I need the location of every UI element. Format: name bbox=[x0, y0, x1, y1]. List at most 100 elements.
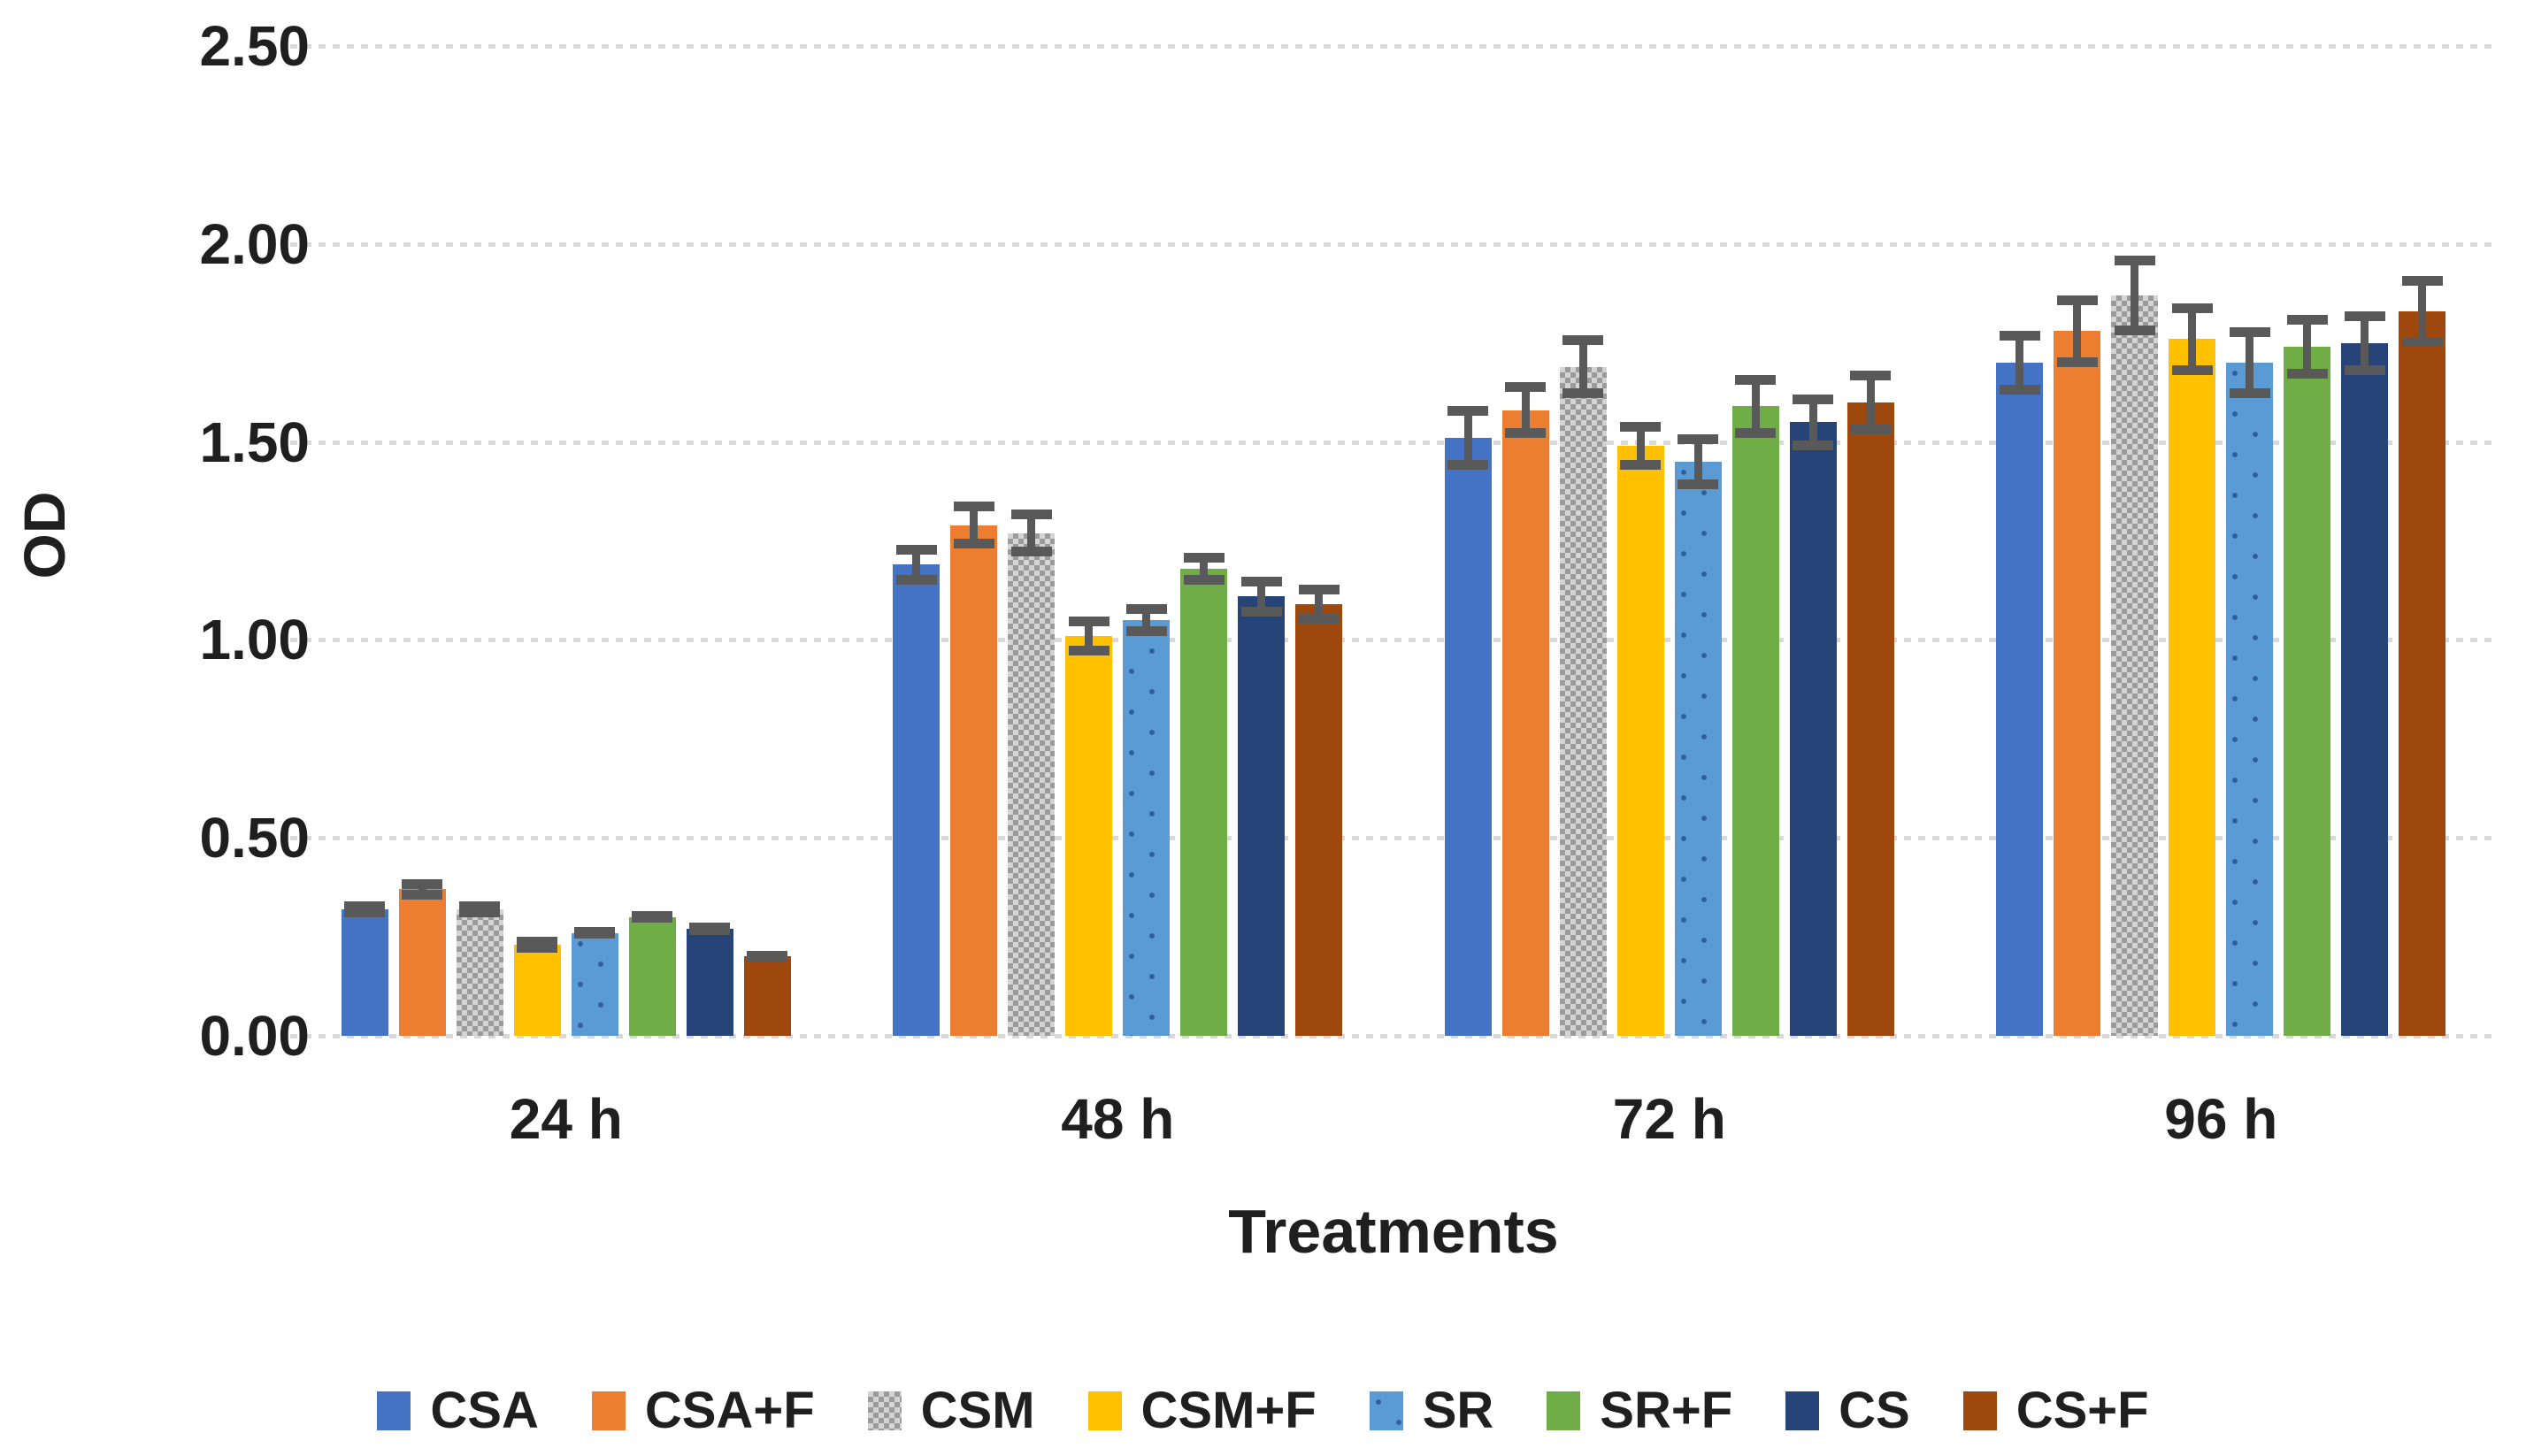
error-bar-CSM+F-96h bbox=[2171, 303, 2213, 375]
error-bar-CSA+F-96h bbox=[2056, 295, 2098, 367]
bar-CSA-24h bbox=[341, 908, 388, 1036]
error-bar-CSM+F-24h bbox=[517, 937, 558, 953]
gridline bbox=[290, 836, 2497, 841]
error-bar-CSA-48h bbox=[895, 544, 937, 585]
error-bar-CSM-48h bbox=[1010, 509, 1052, 557]
gridline bbox=[290, 1034, 2497, 1038]
error-bar-CS-96h bbox=[2344, 310, 2385, 375]
error-bar-CSA-24h bbox=[344, 900, 386, 917]
error-bar-CSA+F-24h bbox=[402, 879, 443, 900]
bar-CSM-72h bbox=[1559, 366, 1607, 1036]
error-bar-CSM+F-72h bbox=[1620, 422, 1662, 470]
bar-CSM+F-48h bbox=[1065, 635, 1113, 1036]
error-bar-SR+F-48h bbox=[1183, 552, 1225, 585]
error-bar-CSA+F-48h bbox=[953, 501, 994, 549]
x-category-label: 24 h bbox=[509, 1087, 623, 1151]
bar-CS-72h bbox=[1789, 422, 1837, 1036]
bar-CSM+F-96h bbox=[2169, 339, 2216, 1036]
bar-CSA-72h bbox=[1444, 438, 1492, 1036]
y-tick-label: 1.00 bbox=[199, 608, 310, 672]
y-axis-title: OD bbox=[12, 491, 77, 579]
error-bar-CSM-96h bbox=[2114, 256, 2155, 335]
bar-CS+F-72h bbox=[1847, 402, 1894, 1036]
x-category-label: 72 h bbox=[1612, 1087, 1726, 1151]
legend-swatch-SR bbox=[1369, 1391, 1403, 1430]
bar-CSM-96h bbox=[2111, 295, 2159, 1036]
bar-CSM-24h bbox=[456, 908, 503, 1036]
legend-label-SR: SR bbox=[1422, 1382, 1494, 1439]
error-bar-SR+F-72h bbox=[1735, 374, 1777, 439]
legend-item-CS: CS bbox=[1785, 1385, 1910, 1437]
error-bar-SR-72h bbox=[1678, 433, 1719, 490]
error-bar-CS+F-72h bbox=[1850, 371, 1892, 434]
legend-swatch-CS+F bbox=[1962, 1391, 1997, 1430]
legend-swatch-CSA+F bbox=[591, 1391, 626, 1430]
bar-CS+F-96h bbox=[2399, 310, 2446, 1036]
y-tick-label: 0.00 bbox=[199, 1004, 310, 1068]
gridline bbox=[290, 638, 2497, 643]
bar-SR+F-48h bbox=[1180, 568, 1228, 1036]
error-bar-SR-96h bbox=[2229, 326, 2270, 399]
legend-swatch-CSM+F bbox=[1087, 1391, 1122, 1430]
legend-item-CSM+F: CSM+F bbox=[1087, 1382, 1317, 1439]
bar-SR+F-96h bbox=[2284, 347, 2331, 1036]
error-bar-CSM+F-48h bbox=[1068, 616, 1109, 656]
error-bar-CS-72h bbox=[1793, 394, 1834, 450]
y-tick-label: 0.50 bbox=[199, 806, 310, 870]
error-bar-CSA+F-72h bbox=[1505, 382, 1547, 439]
y-tick-label: 2.00 bbox=[199, 211, 310, 276]
error-bar-CS+F-24h bbox=[747, 950, 788, 963]
legend-item-CS+F: CS+F bbox=[1962, 1382, 2149, 1439]
bar-CSA+F-24h bbox=[398, 889, 446, 1036]
bar-CSA+F-96h bbox=[2054, 331, 2101, 1036]
y-tick-label: 2.50 bbox=[199, 14, 310, 78]
legend-item-SR+F: SR+F bbox=[1547, 1385, 1732, 1437]
error-bar-SR-48h bbox=[1125, 604, 1167, 636]
error-bar-CS-24h bbox=[689, 923, 731, 935]
legend-label-SR+F: SR+F bbox=[1600, 1382, 1733, 1439]
legend-label-CSA: CSA bbox=[430, 1382, 539, 1439]
legend-swatch-CSM bbox=[867, 1391, 902, 1430]
error-bar-CSM-24h bbox=[459, 900, 501, 917]
x-category-label: 48 h bbox=[1061, 1087, 1175, 1151]
bar-CSM-48h bbox=[1008, 533, 1056, 1036]
legend-swatch-CSA bbox=[377, 1391, 411, 1430]
bar-SR-24h bbox=[571, 932, 618, 1036]
legend-swatch-SR+F bbox=[1547, 1391, 1581, 1430]
error-bar-CS+F-96h bbox=[2401, 275, 2443, 348]
legend-label-CSM: CSM bbox=[920, 1382, 1035, 1439]
legend-item-CSA: CSA bbox=[377, 1382, 539, 1439]
error-bar-CS-48h bbox=[1240, 576, 1282, 617]
error-bar-CSA-72h bbox=[1447, 406, 1489, 470]
bar-CSA-48h bbox=[893, 564, 941, 1036]
bar-SR-48h bbox=[1123, 620, 1171, 1036]
y-tick-label: 1.50 bbox=[199, 410, 310, 474]
gridline bbox=[290, 241, 2497, 247]
x-axis-title: Treatments bbox=[1228, 1197, 1559, 1266]
bar-SR-72h bbox=[1674, 461, 1722, 1036]
error-bar-CSA-96h bbox=[1999, 331, 2040, 395]
bar-CS-96h bbox=[2341, 342, 2389, 1036]
bar-CSA+F-72h bbox=[1501, 410, 1549, 1036]
legend-item-SR: SR bbox=[1369, 1382, 1494, 1439]
bar-CSA+F-48h bbox=[950, 525, 998, 1036]
bar-SR+F-72h bbox=[1731, 406, 1779, 1036]
legend-label-CS+F: CS+F bbox=[2015, 1382, 2149, 1439]
gridline bbox=[290, 440, 2497, 445]
error-bar-CSM-72h bbox=[1562, 334, 1604, 399]
x-category-label: 96 h bbox=[2164, 1087, 2278, 1151]
legend-item-CSM: CSM bbox=[867, 1382, 1035, 1439]
bar-SR+F-24h bbox=[628, 916, 676, 1036]
error-bar-SR+F-96h bbox=[2286, 315, 2328, 379]
error-bar-SR+F-24h bbox=[632, 911, 673, 923]
bar-CS+F-48h bbox=[1295, 604, 1343, 1036]
legend-swatch-CS bbox=[1785, 1391, 1820, 1430]
legend-label-CSM+F: CSM+F bbox=[1140, 1382, 1317, 1439]
error-bar-SR-24h bbox=[574, 926, 616, 939]
gridline bbox=[290, 44, 2497, 49]
error-bar-CS+F-48h bbox=[1298, 584, 1340, 625]
bar-CS+F-24h bbox=[743, 956, 791, 1036]
legend-item-CSA+F: CSA+F bbox=[591, 1385, 815, 1437]
legend: CSA CSA+F CSM CSM+F SR SR+F CS CS+F bbox=[0, 1367, 2526, 1455]
